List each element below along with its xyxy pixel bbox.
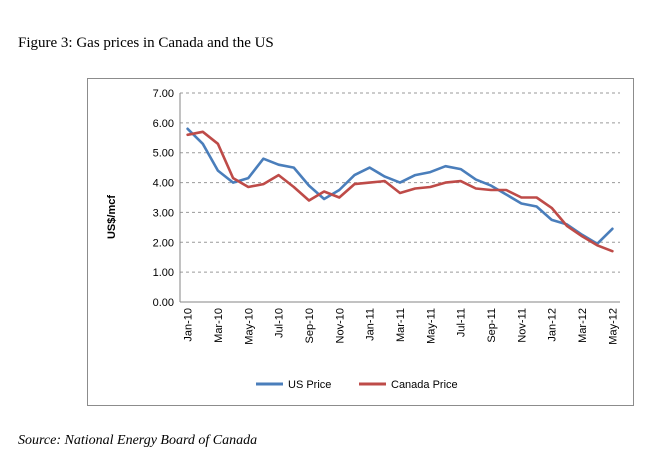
y-tick-label: 1.00 [153,267,174,279]
x-tick-label: Jul-11 [456,308,468,337]
x-tick-label: Nov-10 [334,308,346,343]
y-tick-label: 7.00 [153,88,174,100]
figure-title: Figure 3: Gas prices in Canada and the U… [18,35,274,51]
y-tick-label: 3.00 [153,207,174,219]
series-lines [186,127,614,253]
series-line-canada-price [186,130,614,253]
gridlines [180,92,620,273]
axes [179,93,620,303]
y-tick-labels: 0.00 1.00 2.00 3.00 4.00 5.00 6.00 7.00 [153,88,174,309]
x-tick-label: Nov-11 [516,308,528,343]
x-tick-label: May-11 [425,308,437,344]
x-tick-label: Jan-11 [365,308,377,341]
x-tick-label: Mar-12 [577,308,589,343]
legend: US Price Canada Price [256,379,458,391]
x-tick-label: Sep-11 [486,308,498,343]
line-chart: 0.00 1.00 2.00 3.00 4.00 5.00 6.00 7.00 Jan-10 M… [106,88,620,391]
x-tick-label: May-10 [243,308,255,345]
legend-label: Canada Price [391,379,458,391]
x-tick-label: Mar-10 [213,308,225,343]
legend-label: US Price [288,379,331,391]
y-tick-label: 5.00 [153,148,174,160]
x-tick-label: Jul-10 [274,308,286,338]
y-tick-label: 2.00 [153,237,174,249]
chart-frame: 0.00 1.00 2.00 3.00 4.00 5.00 6.00 7.00 Jan-10 M… [87,78,634,406]
y-tick-label: 4.00 [153,178,174,190]
source-note: Source: National Energy Board of Canada [18,433,258,448]
x-tick-label: May-12 [607,308,619,345]
series-line-us-price [186,127,614,246]
x-tick-label: Sep-10 [304,308,316,343]
y-axis-label: US$/mcf [106,195,118,239]
y-tick-label: 0.00 [153,297,174,309]
x-tick-label: Jan-12 [547,308,559,342]
y-tick-label: 6.00 [153,118,174,130]
x-tick-labels: Jan-10 Mar-10 May-10 Jul-10 Sep-10 Nov-10 Jan-… [183,308,620,345]
x-tick-label: Jan-10 [183,308,195,342]
x-tick-label: Mar-11 [395,308,407,342]
